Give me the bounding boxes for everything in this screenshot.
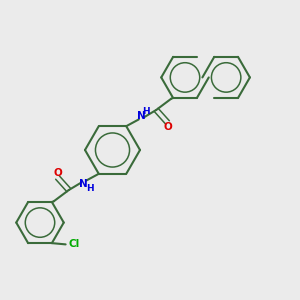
Text: O: O: [53, 168, 62, 178]
Text: O: O: [163, 122, 172, 132]
Text: N: N: [137, 111, 146, 121]
Text: H: H: [86, 184, 94, 193]
Text: H: H: [142, 107, 150, 116]
Text: N: N: [80, 179, 88, 189]
Text: Cl: Cl: [69, 239, 80, 249]
